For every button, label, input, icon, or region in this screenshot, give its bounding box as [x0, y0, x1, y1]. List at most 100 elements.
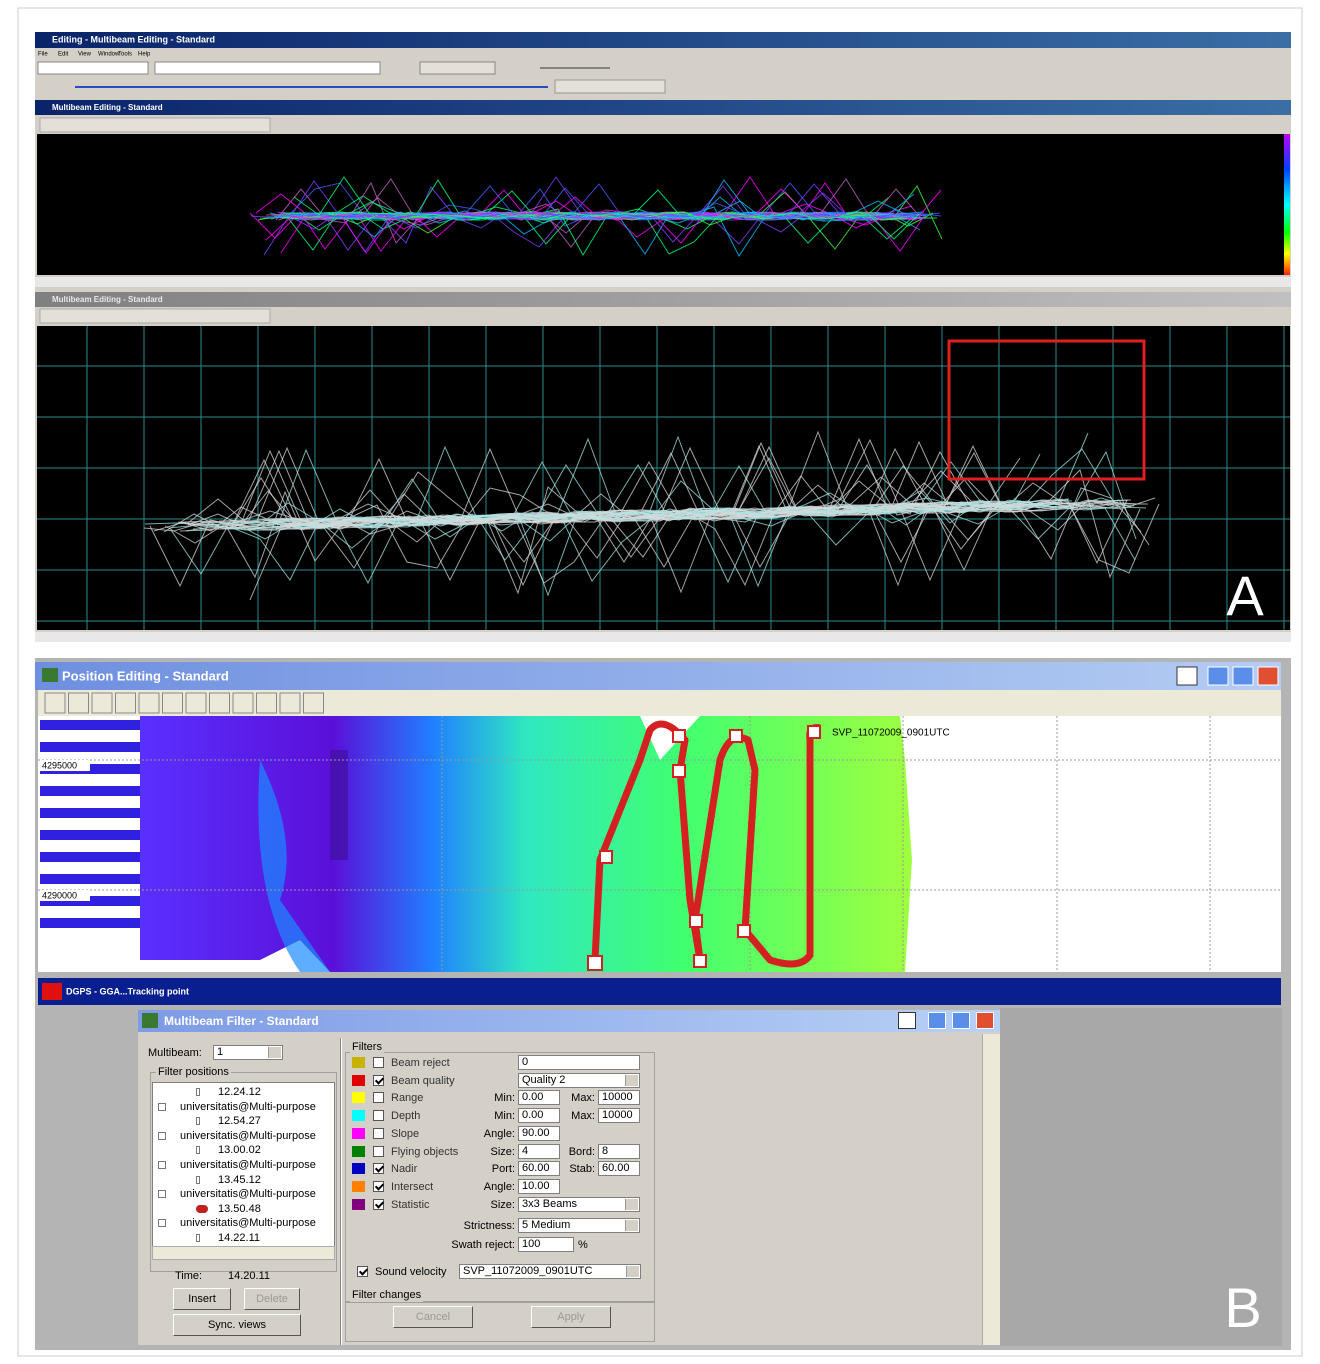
menu-item[interactable]: Tools [118, 52, 132, 58]
tree-item[interactable]: universitatis@Multi-purpose [180, 1187, 316, 1201]
title-bar [35, 292, 1291, 307]
color-swatch [352, 1057, 365, 1068]
tree-item[interactable]: universitatis@Multi-purpose [180, 1100, 316, 1114]
tool-button[interactable] [304, 693, 324, 713]
panel-label: B [1224, 1276, 1261, 1339]
tool-button[interactable] [233, 693, 253, 713]
tree-icon [196, 1146, 200, 1154]
unit: % [578, 1238, 588, 1252]
window-title: Multibeam Editing - Standard [52, 295, 163, 304]
dropdown[interactable]: Quality 2 [518, 1073, 640, 1088]
field-label: Max: [538, 1109, 595, 1123]
tree-item[interactable]: 12.54.27 [218, 1114, 261, 1128]
dropdown[interactable]: 3x3 Beams [518, 1197, 640, 1212]
tree-item[interactable]: 14.22.11 [218, 1231, 260, 1245]
color-swatch [352, 1146, 365, 1157]
status-bar [35, 632, 1291, 642]
input[interactable]: 10000 [598, 1090, 640, 1105]
input[interactable]: 10.00 [518, 1179, 560, 1194]
close-button[interactable] [976, 1012, 994, 1029]
checkbox[interactable] [373, 1092, 384, 1103]
checkbox[interactable] [373, 1163, 384, 1174]
svp-label: SVP_11072009_0901UTC [832, 728, 950, 739]
field-label: Max: [538, 1091, 595, 1105]
button[interactable]: Apply [531, 1306, 611, 1328]
menu-item[interactable]: File [38, 52, 48, 58]
title-bar [35, 32, 1291, 48]
color-swatch [352, 1181, 365, 1192]
menu-item[interactable]: Help [138, 52, 151, 58]
button[interactable]: Sync. views [173, 1314, 301, 1336]
maximize-button[interactable] [952, 1012, 970, 1029]
checkbox[interactable] [373, 1075, 384, 1086]
bathymetry-detail [330, 750, 348, 860]
menu-item[interactable]: Edit [58, 52, 69, 58]
pin-button[interactable] [898, 1012, 916, 1029]
title-bar: Multibeam Filter - Standard [138, 1010, 1000, 1032]
tool-button[interactable] [139, 693, 159, 713]
tool-button[interactable] [210, 693, 230, 713]
stripe [40, 874, 140, 884]
button[interactable]: Insert [173, 1288, 231, 1310]
pin-button[interactable] [1177, 667, 1197, 685]
checkbox[interactable] [373, 1181, 384, 1192]
tree-item[interactable]: universitatis@Multi-purpose [180, 1158, 316, 1172]
tree-icon [196, 1205, 208, 1213]
color-bar [1284, 134, 1290, 275]
button[interactable]: Delete [244, 1288, 300, 1310]
input[interactable]: 8 [598, 1144, 640, 1159]
tree-item[interactable]: 13.50.48 [218, 1202, 261, 1216]
checkbox[interactable] [373, 1146, 384, 1157]
minimize-button[interactable] [928, 1012, 946, 1029]
dropdown[interactable]: SVP_11072009_0901UTC [459, 1264, 641, 1279]
tool-button[interactable] [45, 693, 65, 713]
tree-item[interactable]: universitatis@Multi-purpose [180, 1129, 316, 1143]
dropdown[interactable]: 5 Medium [518, 1218, 640, 1233]
tree-item[interactable]: 13.00.02 [218, 1143, 261, 1157]
tool-button[interactable] [69, 693, 89, 713]
field-label: Swath reject: [428, 1238, 515, 1252]
tree-item[interactable]: 13.45.12 [218, 1173, 261, 1187]
tool-button[interactable] [186, 693, 206, 713]
field-label: Sound velocity [375, 1265, 447, 1279]
input[interactable]: 10000 [598, 1108, 640, 1123]
h-scrollbar[interactable] [152, 1246, 335, 1260]
checkbox[interactable] [373, 1110, 384, 1121]
tool-button[interactable] [116, 693, 136, 713]
toolbar [555, 80, 665, 93]
input[interactable]: 60.00 [598, 1161, 640, 1176]
tree-item[interactable]: universitatis@Multi-purpose [180, 1216, 316, 1230]
label: Time: [175, 1269, 202, 1283]
input[interactable]: 0 [518, 1055, 640, 1070]
tree-icon [158, 1190, 166, 1198]
filter-name: Statistic [391, 1198, 430, 1212]
input[interactable]: 100 [518, 1237, 574, 1252]
stripe [40, 786, 140, 796]
minimize-button[interactable] [1208, 667, 1228, 685]
checkbox[interactable] [373, 1199, 384, 1210]
tool-button[interactable] [280, 693, 300, 713]
combo[interactable]: 1 [213, 1045, 283, 1060]
tree-item[interactable]: 12.24.12 [218, 1085, 261, 1099]
field-label: Size: [458, 1145, 515, 1159]
checkbox[interactable] [373, 1128, 384, 1139]
button[interactable]: Cancel [393, 1306, 473, 1328]
checkbox[interactable] [357, 1266, 368, 1277]
tool-button[interactable] [257, 693, 277, 713]
scrollbar[interactable] [982, 1034, 1000, 1345]
tree-icon [196, 1176, 200, 1184]
menu-item[interactable]: Window [98, 52, 120, 58]
maximize-button[interactable] [1233, 667, 1253, 685]
tool-button[interactable] [163, 693, 183, 713]
group-label: Filter changes [350, 1288, 423, 1302]
group-label: Filter positions [156, 1065, 231, 1079]
tool-button[interactable] [92, 693, 112, 713]
color-swatch [352, 1110, 365, 1121]
field-label: Port: [458, 1162, 515, 1176]
tree-icon [158, 1161, 166, 1169]
checkbox[interactable] [373, 1057, 384, 1068]
menu-item[interactable]: View [78, 52, 92, 58]
input[interactable]: 90.00 [518, 1126, 560, 1141]
close-button[interactable] [1258, 667, 1278, 685]
panel-label: A [1226, 564, 1264, 627]
